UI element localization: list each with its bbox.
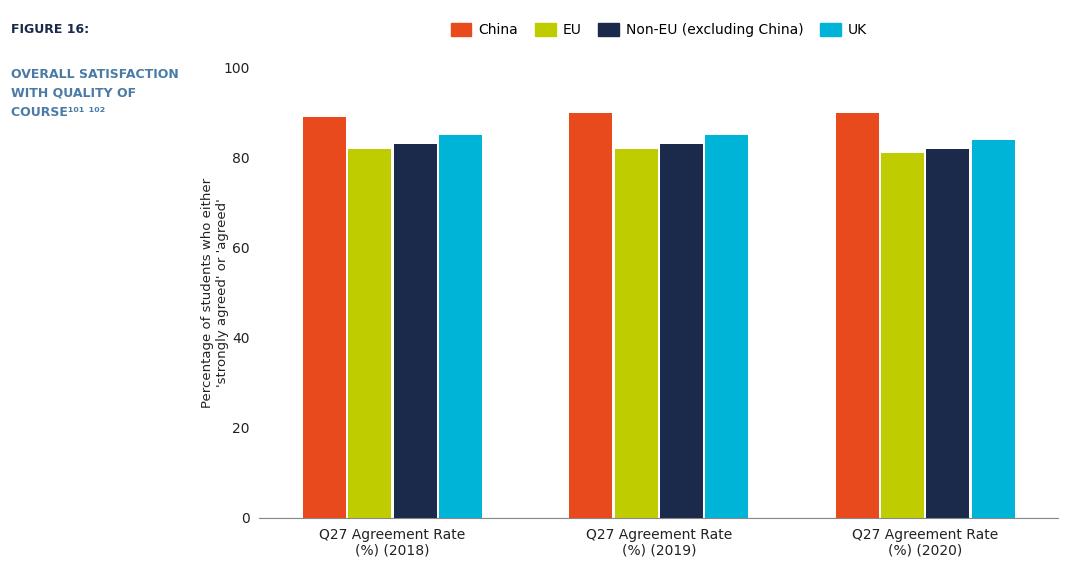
Bar <box>881 153 924 518</box>
Bar <box>836 113 879 518</box>
Text: FIGURE 16:: FIGURE 16: <box>11 23 89 35</box>
Y-axis label: Percentage of students who either
'strongly agreed' or 'agreed': Percentage of students who either 'stron… <box>201 178 229 408</box>
Bar <box>660 144 703 518</box>
Bar <box>438 135 482 518</box>
Bar <box>569 113 612 518</box>
Text: OVERALL SATISFACTION
WITH QUALITY OF
COURSE¹⁰¹ ¹⁰²: OVERALL SATISFACTION WITH QUALITY OF COU… <box>11 68 178 119</box>
Bar <box>972 140 1014 518</box>
Bar <box>615 149 658 518</box>
Bar <box>393 144 436 518</box>
Bar <box>348 149 391 518</box>
Legend: China, EU, Non-EU (excluding China), UK: China, EU, Non-EU (excluding China), UK <box>445 17 873 43</box>
Bar <box>303 117 346 518</box>
Bar <box>705 135 748 518</box>
Bar <box>927 149 970 518</box>
